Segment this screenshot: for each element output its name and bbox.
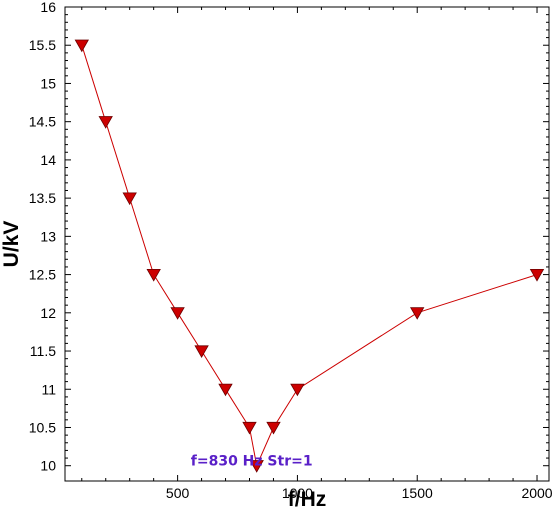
y-axis: 10 10.5 11 11.5 12 12.5 13 13.5 14 14.5 15 15.5 16: [29, 0, 549, 474]
y-tick-label: 12.5: [29, 267, 56, 283]
series-layer: [74, 39, 545, 473]
data-point-marker: [410, 307, 425, 320]
x-axis: 500 1000 1500 2000: [81, 7, 553, 501]
data-point-marker: [122, 192, 137, 206]
annotation-label: f=830 Hz Str=1: [191, 454, 313, 470]
y-tick-label: 14.5: [29, 114, 56, 130]
x-tick-label: 500: [166, 485, 190, 501]
data-point-marker: [74, 39, 89, 53]
y-tick-label: 15: [40, 75, 56, 91]
plot-frame: [64, 6, 550, 482]
data-point-marker: [266, 421, 281, 435]
data-point-marker: [249, 460, 264, 473]
data-point-marker: [98, 116, 113, 129]
x-tick-label: 2000: [521, 485, 552, 501]
y-tick-label: 10: [40, 458, 56, 474]
y-tick-label: 14: [40, 152, 56, 168]
data-point-marker: [242, 421, 257, 435]
data-point-marker: [170, 307, 185, 320]
plot-border: [64, 6, 550, 482]
y-tick-label: 12: [40, 305, 56, 321]
y-tick-label: 15.5: [29, 37, 56, 53]
y-tick-label: 10.5: [29, 419, 56, 435]
y-tick-label: 13: [40, 228, 56, 244]
x-tick-label: 1500: [402, 485, 433, 501]
data-point-marker: [218, 383, 233, 397]
x-axis-title: f/Hz: [288, 488, 327, 510]
data-point-marker: [290, 383, 305, 397]
data-point-marker: [529, 268, 545, 282]
y-tick-label: 16: [40, 0, 56, 15]
series-line: [81, 45, 538, 468]
data-point-marker: [146, 268, 161, 282]
x-tick-label: 1000: [282, 485, 313, 501]
y-tick-label: 13.5: [29, 190, 56, 206]
y-axis-title: U/kV: [0, 221, 23, 268]
y-tick-label: 11.5: [30, 343, 56, 359]
y-tick-label: 11: [41, 381, 56, 397]
data-point-marker: [194, 345, 209, 359]
annotation-layer: f=830 Hz Str=1: [191, 454, 313, 470]
